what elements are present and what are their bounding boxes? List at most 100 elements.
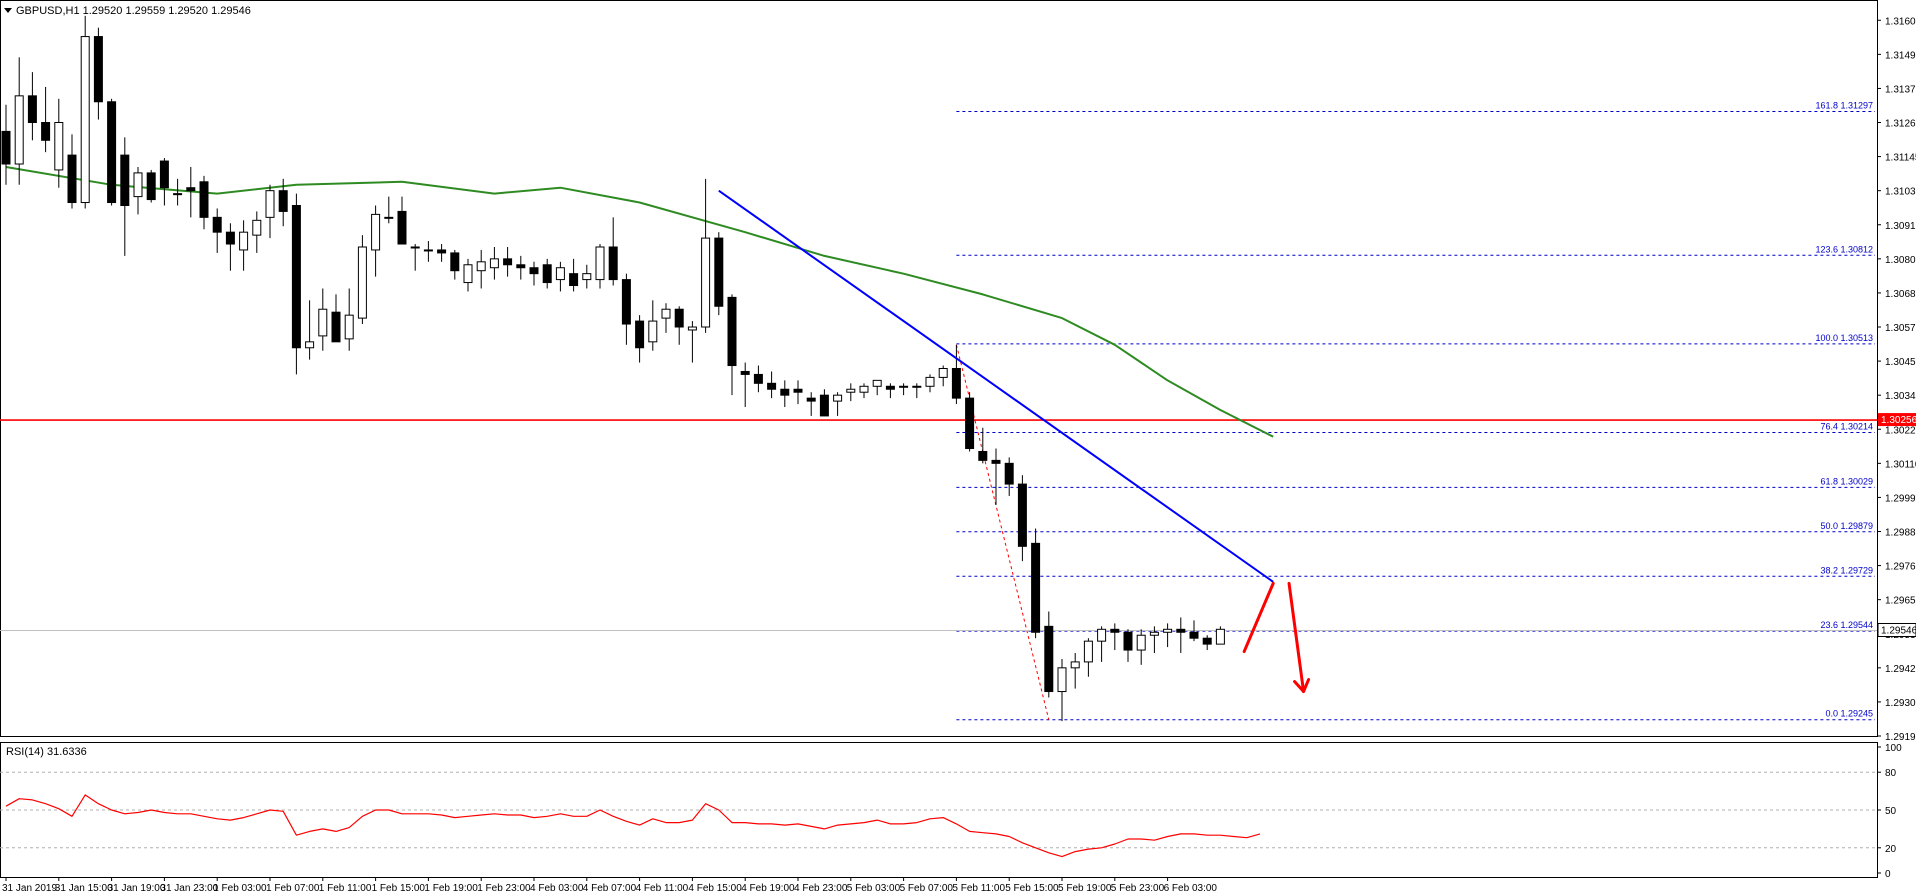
- candle[interactable]: [1163, 623, 1173, 648]
- candle[interactable]: [93, 27, 103, 120]
- candle[interactable]: [476, 249, 486, 289]
- candle[interactable]: [701, 178, 711, 333]
- candle[interactable]: [833, 392, 843, 416]
- candle[interactable]: [331, 294, 341, 343]
- candle[interactable]: [278, 178, 288, 227]
- candle[interactable]: [397, 196, 407, 245]
- candle[interactable]: [951, 344, 961, 405]
- candle[interactable]: [859, 383, 869, 399]
- candle[interactable]: [1215, 626, 1225, 645]
- candle[interactable]: [1136, 629, 1146, 665]
- candle[interactable]: [767, 371, 777, 399]
- bear-candle-body: [67, 154, 77, 204]
- candle[interactable]: [265, 184, 275, 239]
- candle[interactable]: [846, 383, 856, 402]
- candle[interactable]: [357, 235, 367, 325]
- candle[interactable]: [450, 249, 460, 280]
- candle[interactable]: [899, 383, 909, 396]
- candle[interactable]: [437, 244, 447, 262]
- candle[interactable]: [199, 175, 209, 230]
- candle[interactable]: [1202, 635, 1212, 651]
- candle[interactable]: [133, 166, 143, 215]
- candle[interactable]: [14, 57, 24, 185]
- candle[interactable]: [978, 427, 988, 464]
- candle[interactable]: [595, 244, 605, 289]
- candle[interactable]: [1189, 620, 1199, 642]
- candle[interactable]: [872, 379, 882, 396]
- candle[interactable]: [991, 448, 1001, 505]
- candle[interactable]: [107, 98, 117, 206]
- candle[interactable]: [648, 300, 658, 351]
- candle[interactable]: [120, 137, 130, 256]
- candle[interactable]: [687, 321, 697, 363]
- candle[interactable]: [371, 205, 381, 277]
- candle[interactable]: [463, 258, 473, 292]
- candle[interactable]: [239, 220, 249, 271]
- candle[interactable]: [529, 261, 539, 286]
- candle[interactable]: [503, 246, 513, 277]
- candle[interactable]: [384, 196, 394, 224]
- candle[interactable]: [793, 380, 803, 405]
- candle[interactable]: [80, 15, 90, 209]
- candle[interactable]: [27, 72, 37, 141]
- candle[interactable]: [740, 362, 750, 408]
- candle[interactable]: [54, 98, 64, 188]
- candle[interactable]: [1149, 626, 1159, 654]
- candle[interactable]: [423, 241, 433, 262]
- candle[interactable]: [1110, 623, 1120, 651]
- candle[interactable]: [582, 264, 592, 289]
- candle[interactable]: [67, 134, 77, 209]
- candle[interactable]: [1044, 611, 1054, 698]
- candle[interactable]: [146, 169, 156, 203]
- candle[interactable]: [965, 392, 975, 452]
- candle[interactable]: [225, 223, 235, 271]
- candle[interactable]: [621, 273, 631, 345]
- candle[interactable]: [938, 365, 948, 387]
- candle[interactable]: [1031, 528, 1041, 639]
- candle[interactable]: [569, 258, 579, 292]
- candle[interactable]: [173, 178, 183, 206]
- candle[interactable]: [661, 303, 671, 333]
- candles-layer[interactable]: [1, 15, 1225, 722]
- candle[interactable]: [714, 232, 724, 316]
- candle[interactable]: [489, 246, 499, 280]
- candle[interactable]: [925, 374, 935, 393]
- candle[interactable]: [1176, 617, 1186, 654]
- candle[interactable]: [318, 288, 328, 351]
- candle[interactable]: [291, 193, 301, 375]
- candle[interactable]: [674, 306, 684, 345]
- candle[interactable]: [305, 300, 315, 360]
- candle[interactable]: [186, 166, 196, 218]
- candle[interactable]: [1057, 658, 1067, 722]
- candle[interactable]: [1123, 629, 1133, 662]
- bearish-trendline[interactable]: [718, 189, 1274, 583]
- candle[interactable]: [212, 208, 222, 253]
- candle[interactable]: [1017, 475, 1027, 562]
- candle[interactable]: [542, 258, 552, 289]
- candle[interactable]: [806, 392, 816, 416]
- candle[interactable]: [41, 86, 51, 153]
- candle[interactable]: [344, 288, 354, 351]
- candle[interactable]: [1097, 626, 1107, 662]
- candle[interactable]: [819, 389, 829, 417]
- candle[interactable]: [727, 294, 737, 396]
- dropdown-triangle-icon[interactable]: [4, 8, 12, 13]
- candle[interactable]: [159, 158, 169, 206]
- candle[interactable]: [635, 315, 645, 363]
- trendline-layer[interactable]: [718, 189, 1274, 583]
- candle[interactable]: [516, 255, 526, 280]
- candle[interactable]: [753, 365, 763, 393]
- candle[interactable]: [1, 104, 11, 185]
- candle[interactable]: [1070, 653, 1080, 689]
- candle[interactable]: [912, 383, 922, 399]
- candle[interactable]: [885, 383, 895, 399]
- candle[interactable]: [252, 211, 262, 253]
- candle[interactable]: [780, 380, 790, 408]
- candle[interactable]: [555, 261, 565, 292]
- price-tick-label: 1.29650: [1885, 596, 1916, 607]
- candle[interactable]: [1083, 638, 1093, 677]
- candle[interactable]: [410, 244, 420, 271]
- candle[interactable]: [1004, 457, 1014, 496]
- candle[interactable]: [608, 217, 618, 286]
- bull-candle-body: [80, 36, 90, 204]
